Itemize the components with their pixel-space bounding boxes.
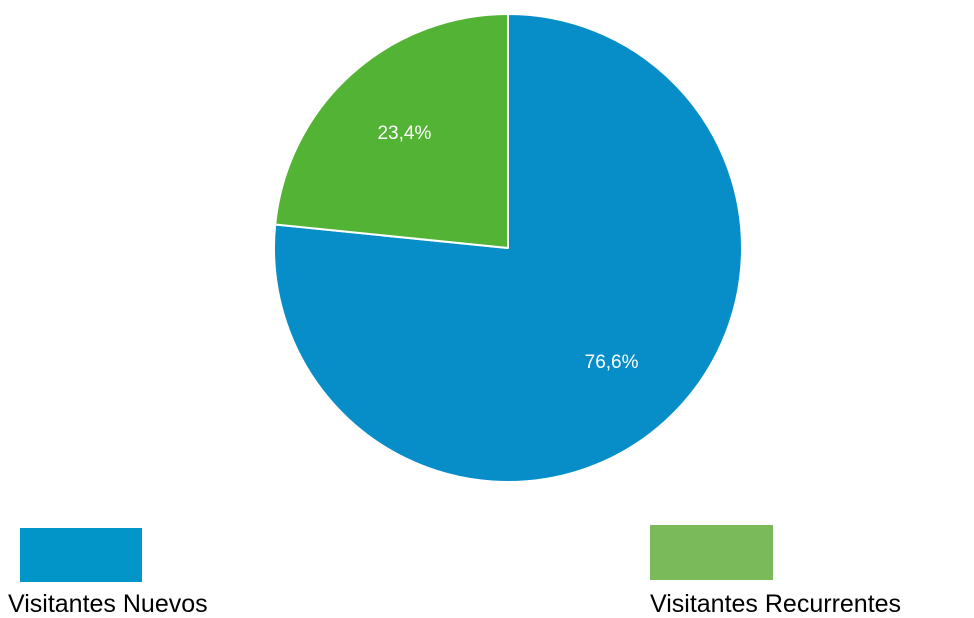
legend-label-visitantes-nuevos: Visitantes Nuevos xyxy=(8,590,208,618)
pie-slice-label-visitantes-recurrentes: 23,4% xyxy=(377,123,431,144)
pie-slices xyxy=(273,13,743,483)
legend-swatch-visitantes-nuevos xyxy=(20,528,142,582)
legend-swatch-visitantes-recurrentes xyxy=(650,525,773,580)
pie-slice-visitantes-recurrentes xyxy=(274,13,509,249)
pie-slice-label-visitantes-nuevos: 76,6% xyxy=(585,352,639,373)
legend-label-visitantes-recurrentes: Visitantes Recurrentes xyxy=(650,590,902,618)
legend-item-visitantes-recurrentes: Visitantes Recurrentes xyxy=(650,525,974,618)
pie-chart: 76,6% 23,4% xyxy=(273,13,743,483)
legend-item-visitantes-nuevos: Visitantes Nuevos xyxy=(8,528,308,618)
pie-slice-labels: 76,6% 23,4% xyxy=(377,123,638,373)
